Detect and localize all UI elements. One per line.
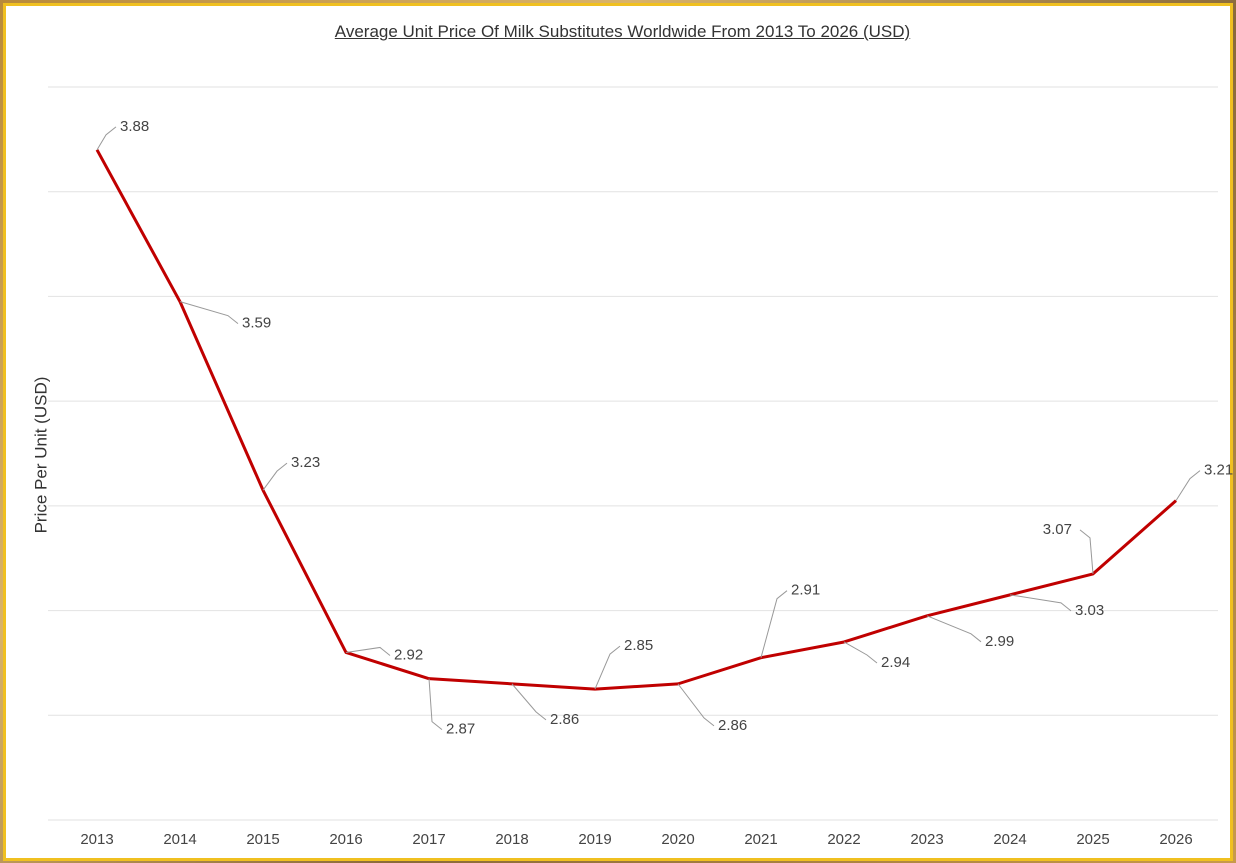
chart: Price Per Unit (USD) 2013 2014 2015 2016 201… [0, 0, 1236, 863]
label-leader [844, 642, 877, 663]
x-tick-label: 2025 [1076, 831, 1109, 848]
data-label: 2.86 [550, 711, 579, 728]
data-label: 3.21 [1204, 462, 1233, 479]
data-label: 3.03 [1075, 602, 1104, 619]
label-leader [1176, 471, 1200, 501]
x-tick-label: 2014 [163, 831, 196, 848]
data-label: 2.91 [791, 582, 820, 599]
label-leader [97, 127, 116, 150]
x-tick-label: 2016 [329, 831, 362, 848]
data-label: 2.94 [881, 654, 910, 671]
x-tick-label: 2021 [744, 831, 777, 848]
y-axis-label: Price Per Unit (USD) [31, 377, 50, 534]
x-tick-label: 2018 [495, 831, 528, 848]
data-label: 2.85 [624, 637, 653, 654]
x-tick-label: 2015 [246, 831, 279, 848]
label-leader [429, 679, 442, 730]
label-leader [1010, 595, 1071, 611]
data-label: 3.88 [120, 118, 149, 135]
data-label: 3.07 [1043, 521, 1072, 538]
label-leader [927, 616, 981, 642]
x-tick-label: 2020 [661, 831, 694, 848]
x-tick-label: 2022 [827, 831, 860, 848]
label-leader [678, 684, 714, 726]
x-tick-label: 2026 [1159, 831, 1192, 848]
data-label: 3.59 [242, 315, 271, 332]
page: {"chart_data": {"type": "line", "title":… [0, 0, 1236, 863]
x-tick-label: 2024 [993, 831, 1026, 848]
x-tick-label: 2013 [80, 831, 113, 848]
data-label: 2.87 [446, 721, 475, 738]
label-leader [761, 591, 787, 658]
x-tick-label: 2017 [412, 831, 445, 848]
data-label: 3.23 [291, 454, 320, 471]
label-leader [595, 646, 620, 689]
x-tick-label: 2023 [910, 831, 943, 848]
label-leader [1080, 530, 1093, 574]
data-label: 2.86 [718, 717, 747, 734]
data-label: 2.99 [985, 633, 1014, 650]
data-label: 2.92 [394, 646, 423, 663]
label-leader [263, 463, 287, 490]
label-leader [512, 684, 546, 720]
x-tick-label: 2019 [578, 831, 611, 848]
data-line [97, 150, 1176, 689]
